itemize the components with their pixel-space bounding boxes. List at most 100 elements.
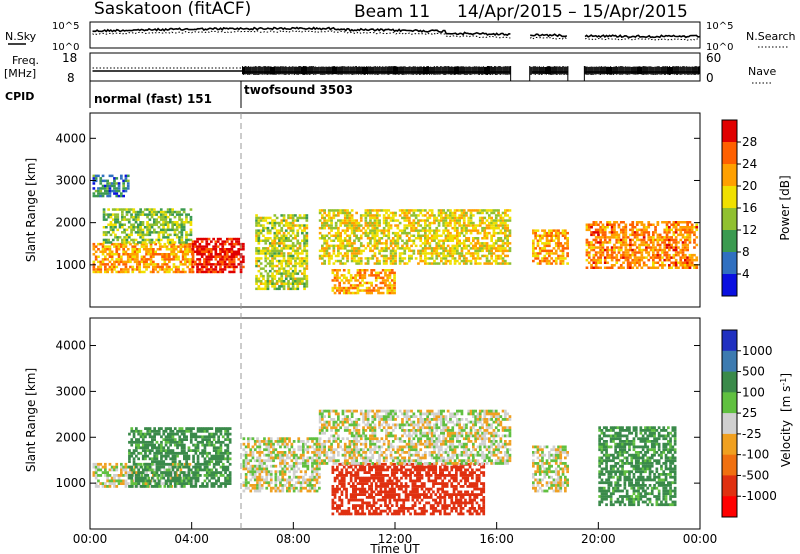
heatmap-cell [695,256,699,259]
heatmap-cell [469,259,473,263]
heatmap-cell [695,236,699,239]
heatmap-cell [194,471,198,474]
heatmap-cell [624,251,628,254]
heatmap-cell [594,228,598,232]
heatmap-cell [412,209,416,212]
heatmap-cell [672,248,676,252]
heatmap-cell [343,209,347,212]
heatmap-cell [341,257,345,260]
heatmap-cell [244,451,248,454]
heatmap-cell [501,239,505,242]
heatmap-cell [235,237,238,241]
heatmap-cell [350,247,354,250]
heatmap-cell [187,446,191,450]
heatmap-cell [338,276,341,280]
heatmap-cell [330,219,333,222]
heatmap-cell [135,449,138,452]
heatmap-cell [259,262,263,265]
heatmap-cell [189,440,193,444]
heatmap-cell [354,286,357,290]
heatmap-cell [462,242,466,245]
heatmap-cell [150,215,154,219]
heatmap-cell [104,179,107,183]
heatmap-cell [132,432,136,436]
heatmap-cell [339,221,342,225]
heatmap-cell [174,265,178,269]
heatmap-cell [684,253,687,257]
heatmap-cell [196,253,199,256]
heatmap-cell [456,247,459,250]
heatmap-cell [294,214,297,217]
heatmap-cell [232,253,236,256]
heatmap-cell [151,462,154,466]
heatmap-cell [384,281,387,285]
heatmap-cell [674,228,678,232]
heatmap-cell [160,454,163,458]
heatmap-cell [191,242,195,246]
heatmap-cell [255,216,258,220]
heatmap-cell [166,215,170,219]
heatmap-cell [543,259,547,263]
heatmap-cell [183,474,186,477]
heatmap-cell [118,223,122,226]
heatmap-cell [145,260,148,264]
heatmap-cell [201,443,204,447]
heatmap-cell [228,474,232,477]
heatmap-cell [403,229,407,232]
heatmap-cell [178,443,182,447]
heatmap-cell [334,221,338,225]
heatmap-cell [417,214,420,217]
heatmap-cell [183,449,186,452]
heatmap-cell [381,291,385,295]
heatmap-cell [273,239,277,242]
heatmap-cell [435,237,439,240]
heatmap-cell [127,218,131,221]
heatmap-cell [198,258,202,261]
heatmap-cell [594,246,598,249]
heatmap-cell [180,443,184,447]
heatmap-cell [356,271,360,275]
heatmap-cell [203,474,207,477]
heatmap-cell [99,462,103,466]
heatmap-cell [266,226,270,230]
heatmap-cell [323,219,326,222]
heatmap-cell [440,259,443,263]
heatmap-cell [280,274,284,278]
heatmap-cell [289,239,293,242]
heatmap-cell [247,442,250,446]
heatmap-cell [508,229,512,232]
heatmap-cell [180,440,184,444]
heatmap-cell [599,246,602,249]
heatmap-cell [249,451,253,454]
heatmap-cell [107,215,110,219]
heatmap-cell [228,270,231,274]
heatmap-cell [536,254,540,258]
heatmap-cell [342,281,346,285]
heatmap-cell [232,268,236,271]
heatmap-cell [633,248,637,252]
heatmap-cell [122,242,125,246]
heatmap-cell [380,249,384,253]
heatmap-cell [629,256,632,259]
heatmap-cell [645,226,648,229]
heatmap-cell [499,244,503,248]
heatmap-cell [594,264,598,267]
noise-sky-trace [92,26,700,39]
heatmap-cell [121,210,124,214]
heatmap-cell [278,287,281,291]
heatmap-cell [282,219,286,222]
heatmap-cell [228,482,232,485]
heatmap-cell [599,253,602,257]
heatmap-cell [334,244,338,248]
heatmap-cell [259,229,263,232]
heatmap-cell [371,231,375,235]
heatmap-cell [201,485,204,488]
heatmap-cell [167,471,170,474]
heatmap-cell [334,254,338,258]
heatmap-cell [268,242,272,245]
heatmap-cell [645,231,648,234]
heatmap-cell [92,474,96,477]
heatmap-cell [345,279,348,282]
heatmap-cell [424,254,427,258]
heatmap-cell [221,451,225,455]
